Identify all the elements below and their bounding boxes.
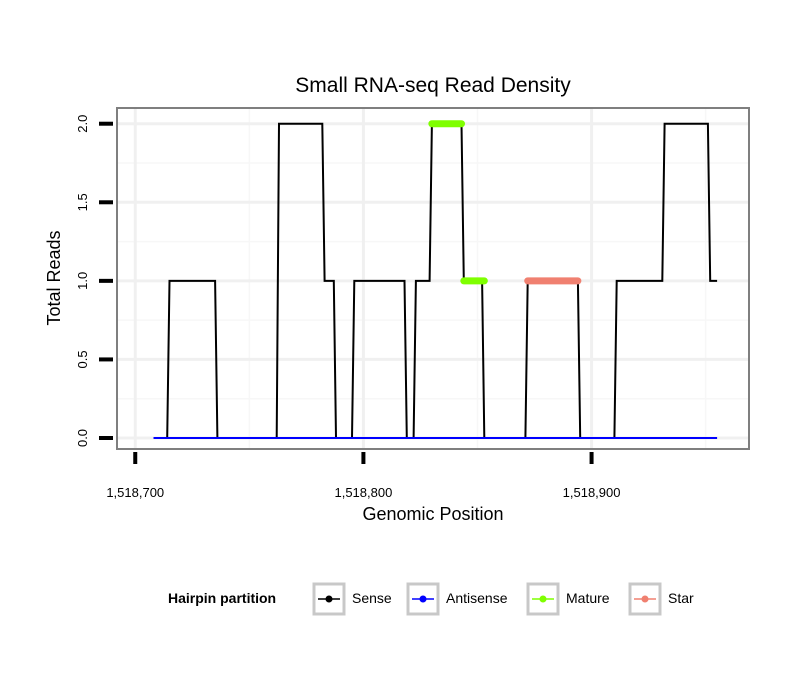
x-tick-label: 1,518,700 [106,485,164,500]
y-tick-label: 1.0 [75,272,90,290]
x-tick-label: 1,518,900 [563,485,621,500]
legend-label-mature: Mature [566,590,610,606]
y-tick-label: 2.0 [75,115,90,133]
legend: Hairpin partition Sense Antisense Mature St… [168,582,694,616]
legend-label-star: Star [668,590,694,606]
y-tick-label: 0.0 [75,429,90,447]
y-tick-label: 0.5 [75,350,90,368]
y-axis-title: Total Reads [44,230,64,325]
legend-key-point [641,595,649,603]
legend-label-sense: Sense [352,590,392,606]
legend-label-antisense: Antisense [446,590,508,606]
legend-key-point [539,595,547,603]
x-tick-label: 1,518,800 [334,485,392,500]
y-tick-label: 1.5 [75,193,90,211]
chart-title: Small RNA-seq Read Density [295,74,571,97]
legend-key-point [325,595,333,603]
series-line-sense [153,122,718,439]
series-layer [153,120,718,439]
y-axis: 0.0 0.5 1.0 1.5 2.0 [75,115,113,447]
legend-title: Hairpin partition [168,590,276,606]
plot-panel-border [116,107,750,450]
legend-key-point [419,595,427,603]
x-axis-title: Genomic Position [362,504,503,524]
x-axis: 1,518,700 1,518,800 1,518,900 [106,452,620,500]
